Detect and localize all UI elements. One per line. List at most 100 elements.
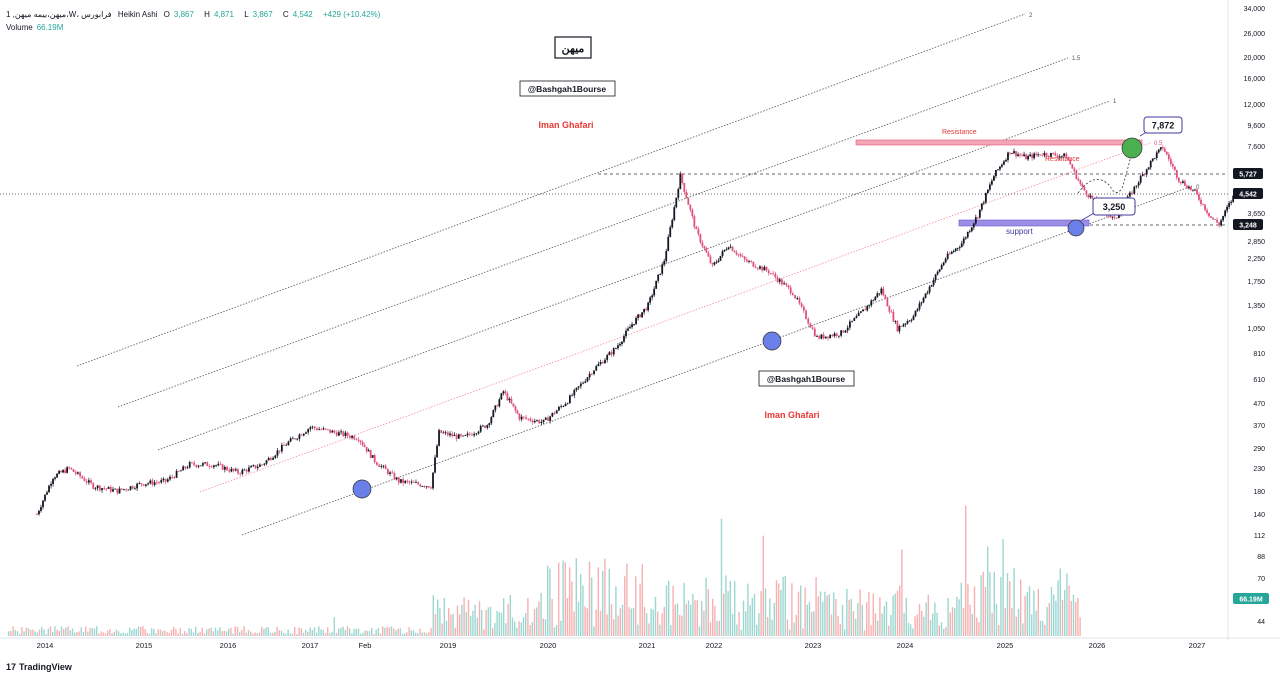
candle-body [1145, 169, 1148, 175]
low-callout[interactable]: 3,250 [1081, 197, 1136, 221]
channel-label-2: 2 [1029, 13, 1033, 19]
candle-body [367, 450, 370, 452]
candle-body [1063, 153, 1065, 156]
candle-body [761, 266, 764, 271]
volume-bar [954, 608, 956, 636]
candle-body [36, 514, 38, 515]
volume-bar [736, 624, 738, 636]
candle-body [177, 470, 180, 472]
candle-body [1025, 154, 1027, 160]
volume-bar [1031, 614, 1033, 636]
resistance-zone[interactable] [855, 139, 1143, 146]
candle-body [1141, 174, 1144, 177]
candle-body [1083, 186, 1086, 191]
candle-body [689, 204, 692, 210]
pivot-circle-2026[interactable] [1067, 219, 1085, 237]
volume-bar [82, 632, 85, 636]
candle-body [256, 466, 259, 469]
candle-body [451, 433, 454, 437]
candle-body [276, 450, 279, 456]
volume-bar [848, 600, 850, 636]
volume-bar [701, 600, 703, 636]
volume-bar [254, 632, 256, 636]
volume-bar [87, 631, 89, 636]
volume-bar [294, 626, 296, 636]
volume-bar [14, 630, 16, 636]
pivot-circle-2018[interactable] [352, 479, 372, 499]
candle-body [1171, 164, 1174, 167]
handle-box-mid[interactable]: @Bashgah1Bourse [758, 370, 855, 387]
forecast-path[interactable] [1077, 149, 1133, 194]
candle-body [1091, 195, 1094, 199]
tradingview-logo[interactable]: 17 TradingView [6, 662, 72, 672]
candle-body [40, 507, 42, 511]
support-zone[interactable] [958, 219, 1090, 227]
volume-bar [892, 595, 894, 636]
candle-body [109, 487, 112, 492]
resistance-label-2: Resistance [1045, 156, 1080, 163]
price-tick-label: 9,600 [1247, 123, 1265, 130]
candle-body [924, 293, 927, 298]
candle-body [1167, 154, 1170, 160]
candle-body [623, 336, 625, 342]
volume-legend[interactable]: Volume 66.19M [6, 23, 63, 32]
symbol-name[interactable]: 1 ,میهن،بیمه میهن،W، فرابورس [6, 10, 112, 19]
candle-body [202, 463, 204, 466]
candle-body [96, 485, 99, 489]
volume-bar [632, 607, 635, 636]
volume-bar [201, 627, 203, 636]
volume-bar [659, 624, 661, 636]
title-box[interactable]: میهن [554, 36, 592, 59]
fib-channel[interactable]: 2 1.5 1 0.5 0 [76, 13, 1200, 536]
time-tick-label: 2014 [37, 641, 54, 650]
volume-bar [481, 609, 483, 636]
volume-bar [349, 628, 351, 636]
candle-body [272, 457, 274, 460]
candle-body [1017, 154, 1019, 157]
candle-body [520, 416, 523, 420]
volume-bar [956, 596, 958, 636]
volume-bar [859, 589, 861, 636]
pivot-circle-2022[interactable] [762, 331, 782, 351]
price-axis[interactable]: 34,000 26,000 20,000 16,000 12,000 9,600 7,600… [1244, 6, 1266, 626]
candle-body [46, 492, 48, 495]
author-mid[interactable]: Iman Ghafari [764, 410, 819, 420]
volume-bar [846, 588, 848, 636]
author-top[interactable]: Iman Ghafari [538, 120, 593, 130]
axis-label-lower: 3,248 [1233, 219, 1263, 230]
candle-body [816, 336, 818, 338]
volume-bar [256, 633, 258, 636]
volume-bar [520, 622, 522, 636]
candle-body [1052, 153, 1055, 154]
volume-bar [573, 611, 575, 636]
target-callout[interactable]: 7,872 [1139, 116, 1183, 137]
volume-bar [157, 629, 159, 636]
candle-body [87, 480, 90, 483]
price-tick-label: 44 [1257, 619, 1265, 626]
volume-bar [571, 581, 573, 636]
volume-bar [683, 582, 685, 636]
candle-body [237, 469, 239, 474]
volume-bar [619, 608, 621, 636]
candle-body [488, 423, 491, 426]
candle-body [590, 373, 593, 375]
volume-bar [852, 611, 855, 636]
volume-bar [586, 608, 588, 636]
candle-body [719, 255, 722, 261]
candle-body [542, 419, 545, 422]
volume-bar [984, 586, 987, 636]
candle-body [715, 262, 718, 263]
volume-bar [65, 627, 67, 636]
target-circle[interactable] [1121, 137, 1143, 159]
candle-body [717, 260, 720, 263]
candle-body [369, 450, 372, 458]
time-axis[interactable]: 2014 2015 2016 2017 Feb 2019 2020 2021 2022 2023 2… [37, 641, 1206, 650]
candle-body [1222, 216, 1225, 221]
candle-body [210, 466, 213, 468]
volume-bar [91, 628, 93, 636]
volume-bar [791, 583, 793, 636]
volume-bar [663, 606, 665, 636]
handle-box-top[interactable]: @Bashgah1Bourse [519, 80, 616, 97]
volume-bar [43, 629, 45, 636]
